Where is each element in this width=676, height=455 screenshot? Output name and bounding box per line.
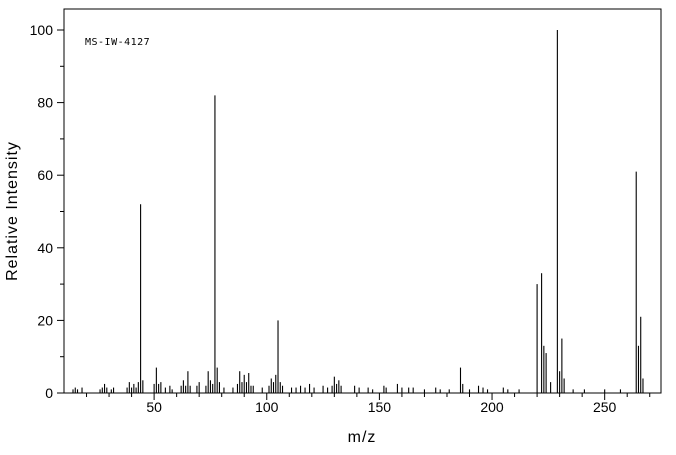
y-tick-label: 20: [37, 312, 53, 328]
x-tick-label: 250: [593, 399, 617, 415]
y-tick-label: 60: [37, 167, 53, 183]
x-tick-label: 150: [368, 399, 392, 415]
x-tick-label: 100: [255, 399, 279, 415]
y-tick-label: 80: [37, 95, 53, 111]
y-tick-label: 40: [37, 240, 53, 256]
y-axis-title: Relative Intensity: [4, 141, 21, 281]
plot-frame: [63, 8, 662, 394]
y-tick-label: 0: [45, 385, 53, 401]
plot-layer: 50 100 150 200 250 0 20 40 60 80 100: [30, 8, 662, 415]
x-tick-label: 50: [146, 399, 162, 415]
spectrum-id-label: MS-IW-4127: [85, 37, 150, 48]
x-tick-label: 200: [480, 399, 504, 415]
y-tick-label: 100: [30, 22, 54, 38]
x-axis-title: m/z: [348, 429, 377, 446]
